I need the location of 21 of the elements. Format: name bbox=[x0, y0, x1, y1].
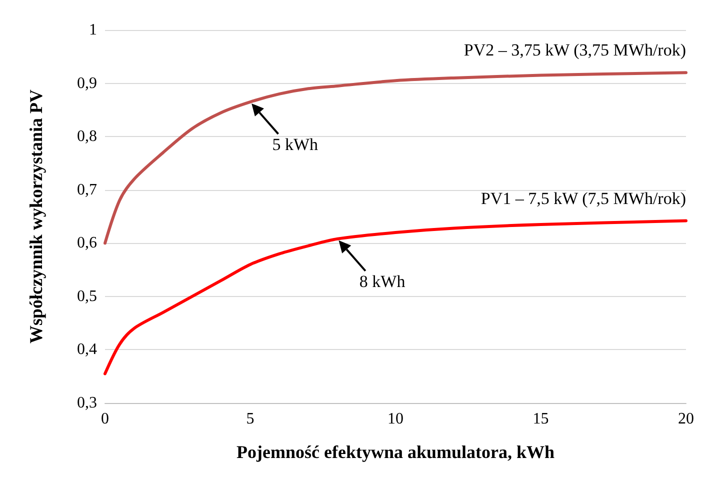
annotation: 5 kWh bbox=[272, 134, 319, 154]
x-tick-label: 20 bbox=[678, 410, 694, 428]
x-tick-label: 10 bbox=[388, 410, 404, 428]
y-tick-label: 1 bbox=[89, 22, 97, 38]
x-tick-label: 0 bbox=[101, 410, 109, 428]
line-series bbox=[104, 219, 688, 376]
series-label: PV1 – 7,5 kW (7,5 MWh/rok) bbox=[480, 188, 686, 208]
series-label: PV2 – 3,75 kW (3,75 MWh/rok) bbox=[464, 40, 686, 60]
y-tick-label: 0,6 bbox=[77, 234, 97, 252]
y-tick-label: 0,3 bbox=[77, 394, 97, 412]
y-axis-title: Współczynnik wykorzystania PV bbox=[26, 89, 46, 344]
y-tick-label: 0,9 bbox=[77, 74, 97, 92]
x-tick-label: 15 bbox=[532, 410, 549, 428]
y-tick-label: 0,5 bbox=[77, 288, 97, 305]
annotation: 8 kWh bbox=[359, 272, 406, 291]
y-tick-label: 0,4 bbox=[77, 341, 97, 358]
y-tick-label: 0,7 bbox=[77, 181, 97, 198]
y-tick-label: 0,8 bbox=[77, 128, 97, 146]
x-axis-title: Pojemność efektywna akumulatora, kWh bbox=[236, 442, 554, 462]
line-series bbox=[104, 71, 688, 245]
x-tick-label: 5 bbox=[246, 410, 254, 428]
